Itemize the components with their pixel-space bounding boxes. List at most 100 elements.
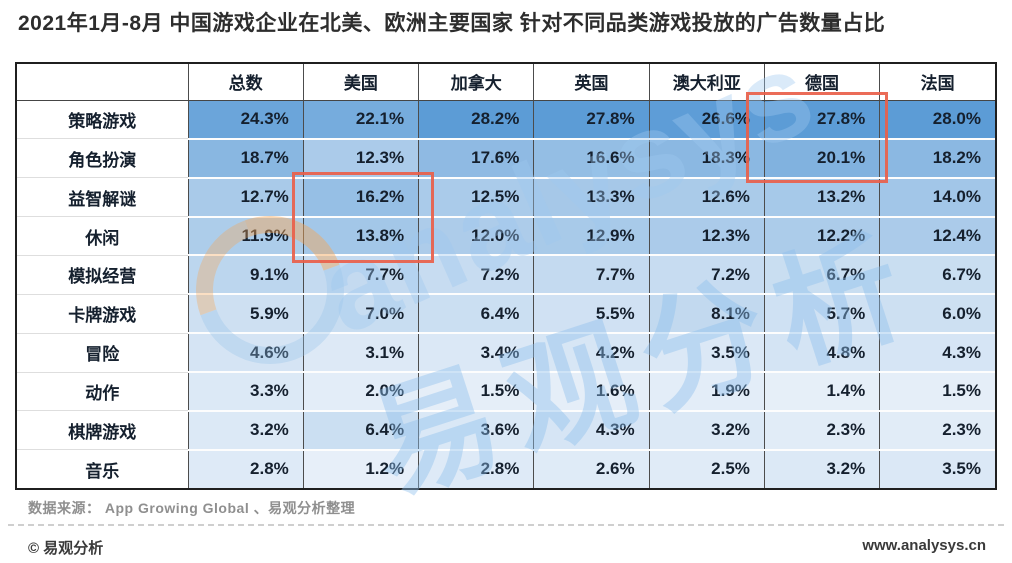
corner-cell bbox=[17, 64, 189, 101]
value-cell: 3.3% bbox=[188, 372, 304, 412]
value-cell: 2.3% bbox=[764, 410, 881, 451]
value-cell: 12.4% bbox=[879, 216, 995, 257]
value-cell: 1.9% bbox=[649, 372, 765, 412]
value-cell: 4.6% bbox=[188, 333, 304, 374]
value-cell: 4.2% bbox=[533, 333, 650, 374]
value-cell: 2.5% bbox=[649, 449, 765, 488]
value-cell: 18.2% bbox=[879, 138, 995, 179]
value-cell: 2.0% bbox=[303, 372, 420, 412]
value-cell: 6.0% bbox=[879, 294, 995, 335]
value-cell: 3.2% bbox=[764, 449, 881, 488]
value-cell: 27.8% bbox=[764, 100, 881, 140]
table-row: 冒险 4.6% 3.1% 3.4% 4.2% 3.5% 4.8% 4.3% bbox=[17, 333, 995, 374]
column-header: 法国 bbox=[879, 64, 995, 101]
value-cell: 3.2% bbox=[649, 410, 765, 451]
value-cell: 3.6% bbox=[418, 410, 535, 451]
value-cell: 14.0% bbox=[879, 177, 995, 218]
value-cell: 28.2% bbox=[418, 100, 535, 140]
column-header: 美国 bbox=[303, 64, 420, 101]
table-header: 总数 美国 加拿大 英国 澳大利亚 德国 法国 bbox=[17, 64, 995, 101]
row-label: 休闲 bbox=[17, 216, 189, 256]
value-cell: 7.0% bbox=[303, 294, 420, 335]
value-cell: 7.2% bbox=[418, 255, 535, 296]
column-header: 加拿大 bbox=[418, 64, 535, 101]
value-cell: 5.9% bbox=[188, 294, 304, 335]
value-cell: 3.2% bbox=[188, 410, 304, 451]
value-cell: 3.5% bbox=[879, 449, 995, 488]
value-cell: 18.7% bbox=[188, 138, 304, 179]
value-cell: 1.4% bbox=[764, 372, 881, 412]
heatmap-table: 总数 美国 加拿大 英国 澳大利亚 德国 法国 策略游戏 24.3% 22.1% 28.2% 27.… bbox=[17, 64, 995, 488]
value-cell: 2.6% bbox=[533, 449, 650, 488]
value-cell: 8.1% bbox=[649, 294, 765, 335]
value-cell: 13.2% bbox=[764, 177, 881, 218]
value-cell: 16.2% bbox=[303, 177, 420, 218]
value-cell: 3.1% bbox=[303, 333, 420, 374]
value-cell: 28.0% bbox=[879, 100, 995, 140]
value-cell: 12.7% bbox=[188, 177, 304, 218]
value-cell: 6.4% bbox=[418, 294, 535, 335]
value-cell: 12.2% bbox=[764, 216, 881, 257]
table-row: 角色扮演 18.7% 12.3% 17.6% 16.6% 18.3% 20.1% 18.2% bbox=[17, 138, 995, 179]
value-cell: 12.0% bbox=[418, 216, 535, 257]
value-cell: 12.9% bbox=[533, 216, 650, 257]
footer-divider bbox=[8, 524, 1004, 526]
data-source-note: 数据来源： App Growing Global 、易观分析整理 bbox=[28, 500, 356, 516]
row-label: 棋牌游戏 bbox=[17, 410, 189, 451]
value-cell: 2.3% bbox=[879, 410, 995, 451]
value-cell: 20.1% bbox=[764, 138, 881, 179]
table-row: 休闲 11.9% 13.8% 12.0% 12.9% 12.3% 12.2% 12.4% bbox=[17, 216, 995, 257]
row-label: 策略游戏 bbox=[17, 100, 189, 140]
row-label: 音乐 bbox=[17, 449, 189, 488]
page-title: 2021年1月-8月 中国游戏企业在北美、欧洲主要国家 针对不同品类游戏投放的广… bbox=[18, 12, 886, 35]
value-cell: 6.7% bbox=[764, 255, 881, 296]
highlight-box-germany-strategy-rpg bbox=[746, 92, 888, 183]
value-cell: 9.1% bbox=[188, 255, 304, 296]
table-body: 策略游戏 24.3% 22.1% 28.2% 27.8% 26.6% 27.8% 28.0% 角… bbox=[17, 100, 995, 488]
table-row: 策略游戏 24.3% 22.1% 28.2% 27.8% 26.6% 27.8% 28.0% bbox=[17, 100, 995, 140]
row-label: 冒险 bbox=[17, 333, 189, 373]
value-cell: 12.3% bbox=[649, 216, 765, 257]
table-row: 卡牌游戏 5.9% 7.0% 6.4% 5.5% 8.1% 5.7% 6.0% bbox=[17, 294, 995, 335]
table-row: 模拟经营 9.1% 7.7% 7.2% 7.7% 7.2% 6.7% 6.7% bbox=[17, 255, 995, 296]
value-cell: 6.7% bbox=[879, 255, 995, 296]
value-cell: 7.2% bbox=[649, 255, 765, 296]
value-cell: 1.2% bbox=[303, 449, 420, 488]
row-label: 益智解谜 bbox=[17, 177, 189, 218]
table-row: 益智解谜 12.7% 16.2% 12.5% 13.3% 12.6% 13.2% 14.0% bbox=[17, 177, 995, 218]
table-row: 动作 3.3% 2.0% 1.5% 1.6% 1.9% 1.4% 1.5% bbox=[17, 372, 995, 412]
value-cell: 11.9% bbox=[188, 216, 304, 257]
row-label: 模拟经营 bbox=[17, 255, 189, 295]
value-cell: 13.3% bbox=[533, 177, 650, 218]
value-cell: 22.1% bbox=[303, 100, 420, 140]
value-cell: 4.3% bbox=[879, 333, 995, 374]
value-cell: 1.5% bbox=[879, 372, 995, 412]
value-cell: 4.8% bbox=[764, 333, 881, 374]
value-cell: 6.4% bbox=[303, 410, 420, 451]
value-cell: 3.5% bbox=[649, 333, 765, 374]
value-cell: 26.6% bbox=[649, 100, 765, 140]
table-row: 音乐 2.8% 1.2% 2.8% 2.6% 2.5% 3.2% 3.5% bbox=[17, 449, 995, 488]
copyright-label: © 易观分析 bbox=[28, 540, 104, 557]
website-label: www.analysys.cn bbox=[862, 537, 986, 554]
highlight-box-usa-puzzle-casual bbox=[292, 172, 434, 263]
value-cell: 1.6% bbox=[533, 372, 650, 412]
value-cell: 12.6% bbox=[649, 177, 765, 218]
value-cell: 27.8% bbox=[533, 100, 650, 140]
column-header: 总数 bbox=[188, 64, 304, 101]
value-cell: 7.7% bbox=[533, 255, 650, 296]
value-cell: 3.4% bbox=[418, 333, 535, 374]
heatmap-table-container: 总数 美国 加拿大 英国 澳大利亚 德国 法国 策略游戏 24.3% 22.1% 28.2% 27.… bbox=[15, 62, 997, 490]
value-cell: 24.3% bbox=[188, 100, 304, 140]
value-cell: 16.6% bbox=[533, 138, 650, 179]
value-cell: 17.6% bbox=[418, 138, 535, 179]
value-cell: 18.3% bbox=[649, 138, 765, 179]
value-cell: 5.7% bbox=[764, 294, 881, 335]
value-cell: 2.8% bbox=[418, 449, 535, 488]
value-cell: 5.5% bbox=[533, 294, 650, 335]
row-label: 角色扮演 bbox=[17, 138, 189, 179]
value-cell: 12.5% bbox=[418, 177, 535, 218]
table-row: 棋牌游戏 3.2% 6.4% 3.6% 4.3% 3.2% 2.3% 2.3% bbox=[17, 410, 995, 451]
row-label: 动作 bbox=[17, 372, 189, 412]
